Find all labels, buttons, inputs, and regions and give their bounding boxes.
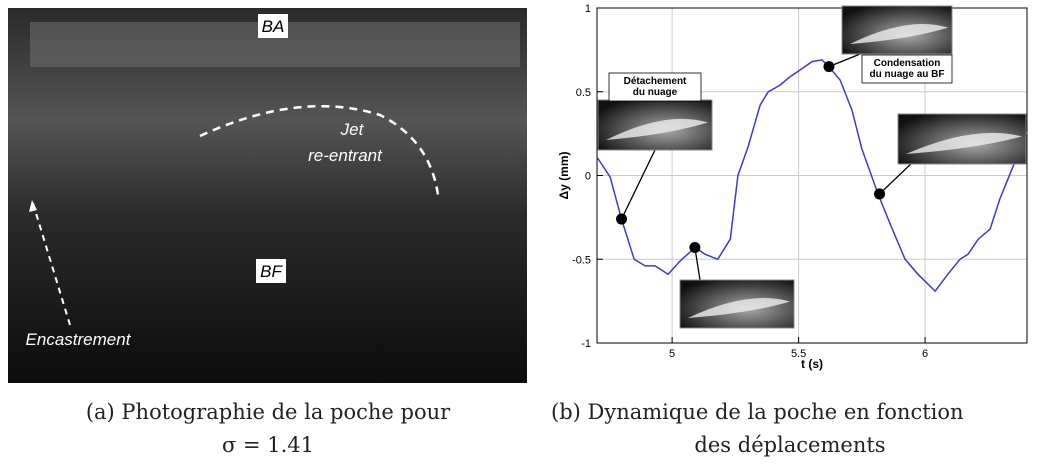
- inset-profile: [906, 132, 1022, 154]
- inset-profile: [606, 118, 708, 140]
- annotation: du nuage: [633, 87, 678, 98]
- data-line: [596, 59, 1028, 293]
- photo-label: BF: [260, 262, 283, 281]
- y-axis-label: Δy (mm): [557, 152, 571, 200]
- y-tick-label: -0.5: [572, 254, 591, 266]
- marker: [689, 242, 701, 254]
- y-tick-label: 1: [585, 3, 591, 15]
- marker: [823, 61, 835, 73]
- photo: BA Jet re-entrant BF Encastrement: [8, 8, 527, 383]
- marker: [874, 188, 886, 200]
- photo-label: Jet: [340, 120, 365, 139]
- label-box: [258, 14, 288, 38]
- encastrement-arrow: [31, 199, 71, 326]
- y-tick-label: 0.5: [576, 87, 591, 99]
- annotation: du nuage au BF: [870, 69, 945, 80]
- photo-label: BA: [262, 17, 285, 36]
- x-tick-label: 5: [669, 348, 675, 360]
- photo-background: [8, 8, 527, 383]
- inset-profile: [850, 24, 948, 44]
- connector: [620, 149, 656, 220]
- photo-label: Encastrement: [26, 330, 132, 349]
- y-tick-label: 0: [585, 171, 591, 183]
- x-tick-label: 5.5: [791, 348, 806, 360]
- label-box: [256, 259, 286, 283]
- annotation: Condensation: [874, 58, 941, 69]
- inset-profile: [688, 298, 790, 318]
- plot-frame: [596, 7, 1028, 344]
- annotation: Détachement: [624, 76, 687, 87]
- caption: σ = 1.41: [222, 433, 314, 457]
- x-tick-label: 6: [922, 348, 928, 360]
- photo-label: re-entrant: [308, 146, 383, 165]
- caption: (a) Photographie de la poche pour: [86, 400, 451, 424]
- caption: (b) Dynamique de la poche en fonction: [551, 400, 964, 424]
- connector: [879, 159, 916, 195]
- annotation-box: [861, 54, 953, 84]
- annotation-box: [608, 72, 702, 102]
- jet-curve: [199, 104, 440, 196]
- arrow-head: [29, 200, 37, 212]
- y-tick-label: -1: [581, 338, 591, 350]
- x-axis-label: t (s): [801, 357, 823, 371]
- caption: des déplacements: [694, 433, 885, 457]
- marker: [616, 213, 628, 225]
